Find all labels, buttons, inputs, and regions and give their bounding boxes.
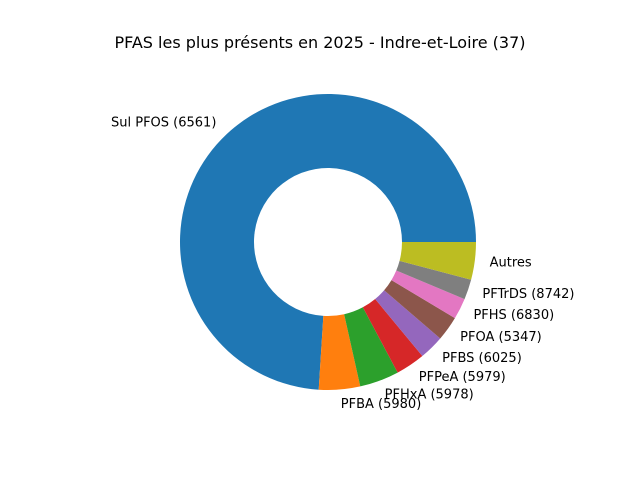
slice-label-pfpea: PFPeA (5979) [419,370,506,385]
chart-title: PFAS les plus présents en 2025 - Indre-e… [114,33,525,52]
slice-label-pfoa: PFOA (5347) [460,330,542,345]
slice-label-autres: Autres [490,255,532,270]
donut-slices [180,94,477,390]
slice-pfhxa [344,307,398,387]
slice-labels: Sul PFOS (6561) PFBA (5980)PFHxA (5978) PF… [111,116,574,412]
slice-pfoa [384,280,455,339]
slice-pfba [318,314,361,390]
slice-label-pfhxa: PFHxA (5978) [385,387,474,402]
slice-pfpea [362,299,423,373]
slice-pfhs [391,270,465,319]
slice-autres [399,242,476,280]
slice-label-pfbs: PFBS (6025) [442,351,522,366]
slice-label-pftrds: PFTrDS (8742) [482,287,574,302]
slice-label-pfhs: PFHS (6830) [473,308,554,323]
slice-pfbs [375,290,441,357]
slice-label-pfba: PFBA (5980) [341,397,422,412]
slice-pftrds [396,260,472,300]
slice-label-sul-pfos: Sul PFOS (6561) [111,116,216,131]
slice-sul-pfos [180,94,477,390]
